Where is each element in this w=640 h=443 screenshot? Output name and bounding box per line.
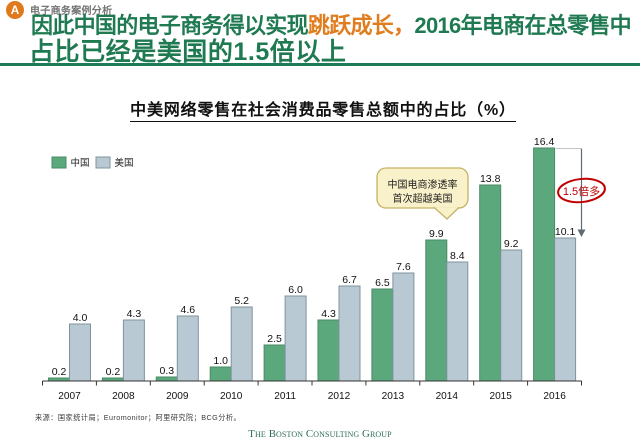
svg-text:9.9: 9.9	[429, 228, 444, 240]
svg-text:13.8: 13.8	[480, 173, 501, 185]
svg-text:4.3: 4.3	[127, 308, 142, 320]
svg-text:2015: 2015	[489, 391, 512, 402]
svg-text:8.4: 8.4	[450, 250, 465, 262]
svg-text:6.5: 6.5	[375, 277, 390, 289]
svg-text:2010: 2010	[220, 391, 243, 402]
svg-text:7.6: 7.6	[396, 261, 411, 273]
svg-text:9.2: 9.2	[504, 238, 519, 250]
svg-text:0.2: 0.2	[52, 366, 67, 378]
svg-text:4.6: 4.6	[180, 304, 195, 316]
svg-text:首次超越美国: 首次超越美国	[393, 192, 453, 205]
svg-text:4.0: 4.0	[73, 312, 88, 324]
svg-text:2012: 2012	[328, 391, 351, 402]
svg-text:美国: 美国	[115, 157, 134, 169]
svg-text:4.3: 4.3	[321, 308, 336, 320]
svg-text:16.4: 16.4	[534, 136, 555, 148]
svg-text:6.0: 6.0	[288, 284, 303, 296]
svg-text:2009: 2009	[166, 391, 189, 402]
svg-text:1.5倍多: 1.5倍多	[563, 184, 600, 198]
svg-text:1.0: 1.0	[213, 355, 228, 367]
svg-text:2.5: 2.5	[267, 333, 282, 345]
svg-text:10.1: 10.1	[555, 226, 576, 238]
svg-text:2011: 2011	[274, 391, 296, 402]
svg-text:5.2: 5.2	[234, 295, 249, 307]
svg-text:中国: 中国	[71, 157, 90, 169]
svg-text:2016: 2016	[543, 391, 566, 402]
svg-text:2007: 2007	[58, 391, 81, 402]
svg-text:2008: 2008	[112, 391, 135, 402]
svg-text:2014: 2014	[436, 391, 459, 402]
svg-text:0.2: 0.2	[106, 366, 121, 378]
svg-text:0.3: 0.3	[159, 365, 174, 377]
svg-text:2013: 2013	[382, 391, 405, 402]
svg-text:6.7: 6.7	[342, 274, 357, 286]
svg-text:中国电商渗透率: 中国电商渗透率	[388, 178, 458, 191]
